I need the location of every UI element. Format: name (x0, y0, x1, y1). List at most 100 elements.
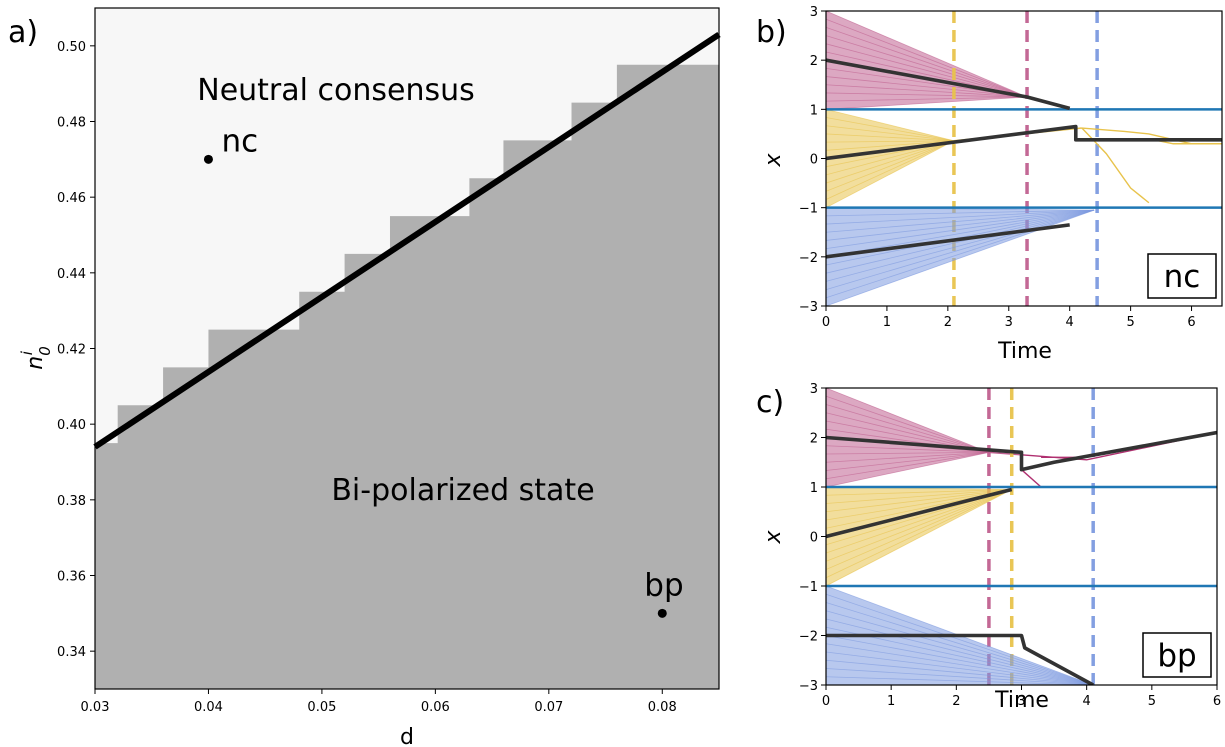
trajectory-line-lower (826, 209, 1095, 250)
panel-b-label: b) (756, 15, 787, 50)
x-tick-label: 6 (1213, 694, 1221, 709)
box-label-frame (1142, 632, 1212, 678)
trajectory-fan-upper (826, 388, 989, 487)
trajectory-line-lower (826, 209, 1095, 225)
trajectory-line-lower (826, 610, 1094, 685)
svg-text:n0i: n0i (18, 346, 54, 370)
y-tick-label: 1 (810, 481, 818, 496)
y-tick-label: −2 (799, 630, 818, 645)
trajectory-line-middle (826, 140, 955, 184)
trajectory-line-middle (826, 140, 955, 209)
y-tick-label: 2 (810, 54, 818, 69)
y-tick-label: 0.44 (57, 267, 86, 282)
point-bp (657, 608, 667, 618)
trajectory-line-lower (826, 209, 1095, 233)
box-label-frame (1147, 253, 1217, 299)
thin-trajectory (1021, 469, 1042, 488)
trajectory-line-upper (826, 96, 1028, 102)
x-tick-label: 0.07 (534, 700, 563, 715)
y-tick-label: 0.48 (57, 116, 86, 131)
x-tick-label: 2 (952, 694, 960, 709)
panel-c-plot-area: bp (825, 387, 1218, 686)
x-tick-label: 3 (1017, 694, 1025, 709)
trajectory-line-lower (826, 618, 1094, 685)
panel-c-label: c) (756, 385, 784, 420)
trajectory-line-middle (826, 489, 1012, 579)
x-tick-label: 2 (944, 315, 952, 330)
trajectory-fan-middle (826, 109, 954, 208)
mean-trajectory-1 (826, 430, 1217, 472)
trajectory-tail-upper (988, 451, 1022, 456)
trajectory-line-middle (826, 489, 1012, 521)
y-tick-label: 0.34 (57, 645, 86, 660)
panel-b-y-label: x (761, 153, 786, 168)
x-tick-label: 0.06 (421, 700, 450, 715)
panel-c-x-ticks: 0 1 2 3 4 5 6 (822, 685, 1221, 709)
trajectory-line-upper (826, 451, 989, 463)
trajectory-line-lower (826, 659, 1094, 685)
box-label: nc (1164, 259, 1201, 295)
trajectory-line-middle (826, 489, 1012, 562)
mean-trajectory-3 (826, 633, 1095, 685)
trajectory-line-upper (826, 445, 989, 453)
trajectory-line-middle (826, 117, 955, 142)
trajectory-line-upper (826, 92, 1028, 98)
trajectory-line-middle (826, 489, 1012, 504)
mean-trajectory-3 (826, 223, 1070, 259)
trajectory-line-upper (826, 388, 990, 453)
panel-a-y-ticks: 0.34 0.36 0.38 0.40 0.42 0.44 0.46 0.48 0.50 (57, 40, 95, 660)
y-tick-label: 0.40 (57, 418, 86, 433)
y-tick-label: 3 (810, 5, 818, 20)
y-tick-label: 0.46 (57, 191, 86, 206)
y-tick-label: 0.38 (57, 494, 86, 509)
panel-a-plot-area: nc bp (93, 7, 721, 690)
box-label: bp (1157, 638, 1196, 674)
panel-b-x-label: Time (997, 339, 1052, 364)
mean-trajectory-2 (826, 487, 1013, 539)
trajectory-line-lower (826, 635, 1094, 685)
trajectory-line-middle (826, 489, 1012, 496)
trajectory-line-upper (826, 404, 990, 453)
trajectory-line-upper (826, 451, 989, 471)
x-tick-label: 0.08 (648, 700, 677, 715)
point-nc (203, 154, 213, 164)
trajectory-line-middle (826, 140, 954, 151)
trajectory-line-upper (826, 35, 1028, 98)
y-tick-label: 0.42 (57, 343, 86, 358)
trajectory-line-middle (826, 489, 1012, 513)
trajectory-line-upper (826, 11, 1028, 98)
panel-b-plot-area: nc (825, 10, 1223, 307)
trajectory-line-middle (826, 108, 955, 142)
trajectory-line-upper (826, 395, 990, 453)
panel-c: c) bp 0 1 2 3 4 5 6 3 2 1 0 −1 −2 −3 Time x (756, 382, 1221, 713)
x-tick-label: 0.05 (307, 700, 336, 715)
trajectory-line-upper (826, 18, 1028, 98)
panel-c-x-label: Time (994, 688, 1049, 713)
y-tick-label: −3 (799, 300, 818, 315)
region-label-bi-polarized-state: Bi-polarized state (331, 473, 594, 508)
trajectory-line-middle (826, 125, 954, 142)
y-tick-label: −1 (799, 202, 818, 217)
trajectory-line-upper (826, 412, 990, 453)
trajectory-line-middle (826, 140, 955, 200)
theory-boundary-line (93, 31, 721, 450)
trajectory-line-upper (826, 451, 989, 488)
x-tick-label: 1 (883, 315, 891, 330)
panel-a-label: a) (8, 15, 38, 50)
region-label-neutral-consensus: Neutral consensus (197, 73, 475, 108)
x-tick-label: 5 (1148, 694, 1156, 709)
panel-a-x-label: d (400, 725, 414, 747)
trajectory-line-upper (826, 43, 1028, 98)
y-tick-label: −3 (799, 679, 818, 694)
x-tick-label: 0 (822, 315, 830, 330)
x-tick-label: 6 (1187, 315, 1195, 330)
trajectory-line-middle (826, 489, 1012, 587)
trajectory-line-lower (826, 209, 1095, 258)
trajectory-line-lower (826, 643, 1094, 685)
trajectory-line-lower (826, 209, 1095, 290)
mean-trajectory-2 (826, 124, 1222, 161)
panel-a-x-ticks: 0.03 0.04 0.05 0.06 0.07 0.08 (81, 689, 677, 715)
y-tick-label: −2 (799, 251, 818, 266)
